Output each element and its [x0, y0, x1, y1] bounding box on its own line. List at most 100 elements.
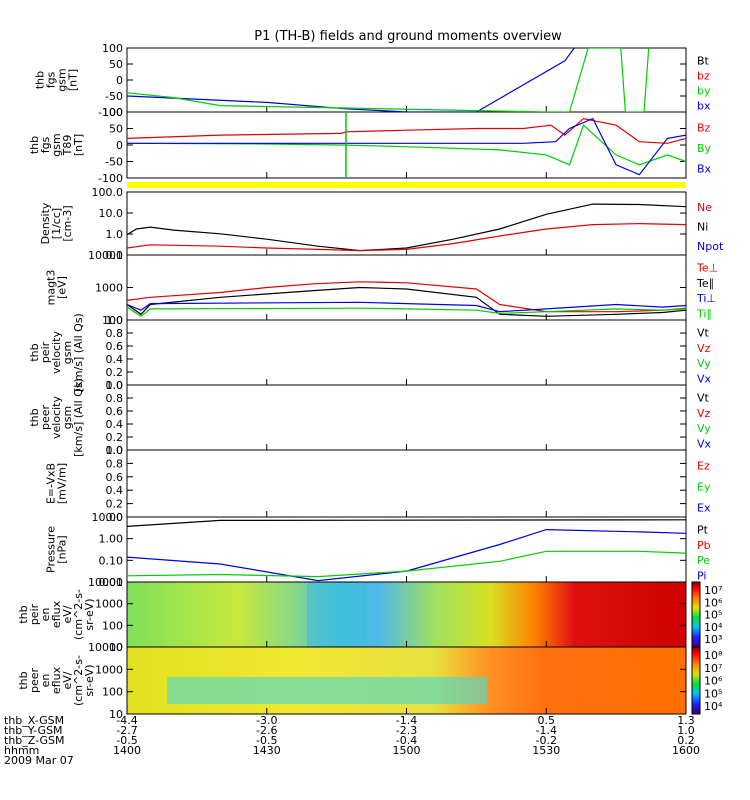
spectrogram-ion-lowflux [307, 582, 367, 647]
legend-entry: Vz [697, 342, 711, 355]
ephemeris-value: -2.7 [116, 724, 137, 737]
y-tick-label: 1000 [95, 663, 123, 676]
y-tick-label: 0.8 [106, 392, 124, 405]
y-axis-label: magt3 [45, 270, 58, 306]
legend-entry: Bx [697, 163, 712, 176]
ephemeris-label: thb_Z-GSM [4, 734, 64, 747]
panel-frame [126, 449, 687, 518]
y-tick-label: 10 [109, 708, 123, 721]
y-tick-label: 100.0 [92, 186, 124, 199]
colorbar-tick-label: 10⁶ [704, 596, 723, 609]
panels: 100500-50-100thbfgsgsm[nT]Btbzbybx100500… [17, 42, 724, 721]
y-axis-label: eflux [50, 600, 63, 628]
legend-entry: Ez [697, 460, 710, 473]
y-axis-label: sr-eV) [83, 664, 96, 696]
y-axis-label: eflux [50, 666, 63, 694]
y-tick-label: 0.4 [106, 484, 124, 497]
y-axis-label: eV/ [61, 671, 74, 689]
y-tick-label: 1.00 [99, 533, 124, 546]
ephemeris-value: -1.4 [396, 714, 417, 727]
y-axis-label: [km/s] (All Qs) [72, 313, 85, 392]
y-tick-label: 100 [102, 686, 123, 699]
legend-entry: Ni [697, 221, 708, 234]
legend-entry: bx [697, 100, 711, 113]
ephemeris-value: 1.0 [677, 724, 695, 737]
colorbar-tick-label: 10⁴ [704, 621, 723, 634]
y-axis-label: E=-VxB [45, 463, 58, 504]
panel-9: 10000 1000 100 10 thbpeerenefluxeV/(cm^2-s-s… [17, 641, 723, 721]
y-axis-label: gsm [56, 68, 69, 91]
y-axis-label: peer [39, 405, 52, 431]
legend-entry: Te⊥ [696, 262, 718, 275]
legend-entry: Ne [697, 201, 712, 214]
y-axis-label: fgs [45, 71, 58, 88]
y-tick-label: 10 [109, 641, 123, 654]
panel-frame [126, 319, 687, 386]
y-tick-label: 0 [116, 139, 123, 152]
y-tick-label: 0.2 [106, 366, 124, 379]
legend-entry: by [697, 85, 711, 98]
y-axis-label: [nT] [72, 134, 85, 156]
y-tick-label: 0.0 [106, 444, 124, 457]
y-axis-label: peir [28, 603, 41, 625]
legend-entry: Ey [697, 481, 711, 494]
y-tick-label: 1000 [95, 282, 123, 295]
y-tick-label: 0.0 [106, 379, 124, 392]
panel-8: 10000 1000 100 10 thbpeirenefluxeV/(cm^2-s-s… [17, 576, 723, 654]
y-axis-label: [1/cc] [50, 208, 63, 239]
legend-entry: Bz [697, 121, 711, 134]
colorbar-tick-label: 10⁴ [704, 700, 723, 713]
spectrogram-ion [127, 582, 686, 647]
y-axis-label: [eV] [56, 276, 69, 299]
series-7-Pi [127, 528, 686, 582]
y-tick-label: -50 [105, 156, 123, 169]
colorbar-tick-label: 10³ [704, 633, 722, 646]
y-axis-label: thb [17, 605, 30, 623]
ephemeris-label: 2009 Mar 07 [4, 754, 74, 767]
y-tick-label: 0.4 [106, 353, 124, 366]
colorbar-tick-label: 10⁵ [704, 687, 722, 700]
y-tick-label: 0.2 [106, 498, 124, 511]
colorbar-tick-label: 10⁶ [704, 675, 723, 688]
x-time-label: 1600 [672, 744, 700, 757]
y-axis-label: [mV/m] [56, 463, 69, 504]
y-axis-label: T89 [61, 135, 74, 157]
y-tick-label: 0.6 [106, 405, 124, 418]
legend-entry: Vx [697, 372, 712, 385]
y-tick-label: 0.01 [99, 576, 124, 589]
y-tick-label: 50 [109, 123, 123, 136]
y-tick-label: 0.6 [106, 340, 124, 353]
y-axis-label: Pressure [45, 526, 58, 573]
y-axis-label: [cm-3] [61, 205, 74, 241]
series-7-Pe [127, 550, 686, 578]
panel-frame [126, 516, 687, 583]
ephemeris-value: -2.6 [256, 724, 277, 737]
y-tick-label: 1.0 [106, 228, 124, 241]
ephemeris-label: hhmm [4, 744, 39, 757]
y-axis-label: Density [39, 202, 52, 244]
y-tick-label: 0.2 [106, 431, 124, 444]
series-2-Ne [127, 222, 686, 252]
legend-entry: bz [697, 70, 710, 83]
y-tick-label: 0.0 [106, 511, 124, 524]
colorbar-tick-label: 10⁸ [704, 649, 723, 662]
y-axis-label: peir [39, 341, 52, 363]
y-tick-label: 100 [102, 106, 123, 119]
ephemeris-value: -0.4 [396, 734, 417, 747]
y-tick-label: 0.8 [106, 457, 124, 470]
legend-entry: Ex [697, 502, 711, 515]
legend-entry: Vy [697, 422, 711, 435]
ephemeris-value: -0.5 [116, 734, 137, 747]
spectrogram-electron-band [167, 677, 487, 704]
x-time-label: 1530 [532, 744, 560, 757]
legend-entry: Bt [697, 55, 710, 68]
y-tick-label: 0 [116, 74, 123, 87]
y-tick-label: 10000 [88, 641, 123, 654]
ephemeris-value: -2.3 [396, 724, 417, 737]
panel-frame [126, 254, 687, 321]
y-axis-label: thb [34, 71, 47, 89]
ephemeris-value: -1.4 [536, 724, 557, 737]
series-3-Ti∥ [127, 306, 686, 318]
